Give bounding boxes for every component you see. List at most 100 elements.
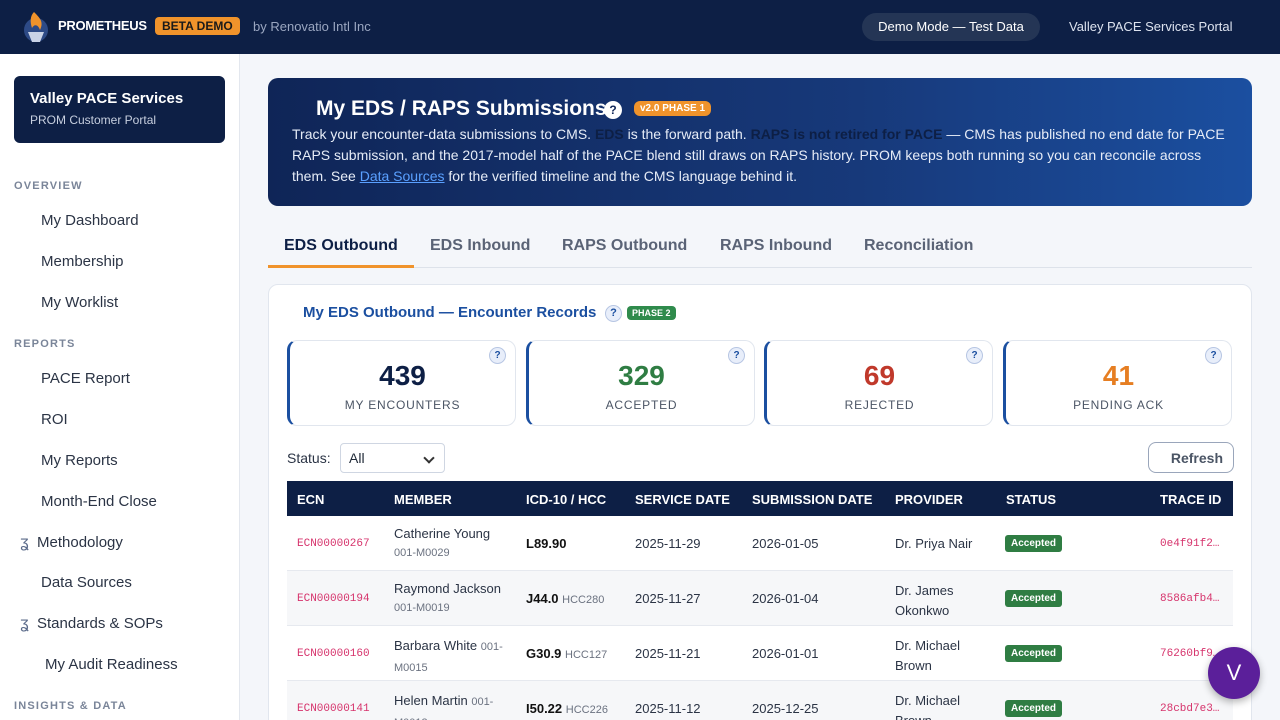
section-overview: OVERVIEW <box>14 180 83 192</box>
icd-cell: G30.9 HCC127 <box>526 646 608 661</box>
stat-help-icon[interactable]: ? <box>489 347 506 364</box>
tab-eds-outbound[interactable]: EDS Outbound <box>284 237 398 254</box>
trace-id-cell[interactable]: 0e4f91f2… <box>1160 538 1220 550</box>
sidebar-item-standards-sops[interactable]: Standards & SOPs <box>37 615 163 632</box>
status-badge: Accepted <box>1005 645 1063 662</box>
col-service-date[interactable]: SERVICE DATE <box>635 492 730 507</box>
org-card[interactable]: Valley PACE Services PROM Customer Porta… <box>14 76 225 143</box>
service-date: 2025-11-12 <box>635 701 701 716</box>
stat-value: 439 <box>379 360 426 391</box>
icd-cell: I50.22 HCC226 <box>526 701 608 716</box>
chevron-down-icon <box>423 452 435 464</box>
table-row[interactable]: ECN00000267 Catherine Young 001-M0029 L8… <box>287 516 1233 571</box>
prometheus-logo-icon <box>24 12 48 42</box>
stat-value: 329 <box>618 360 665 391</box>
trace-id-cell[interactable]: 8586afb4… <box>1160 593 1220 605</box>
stat-value: 41 <box>1102 360 1135 391</box>
tab-raps-outbound[interactable]: RAPS Outbound <box>562 237 688 254</box>
ecn-cell[interactable]: ECN00000141 <box>297 703 370 715</box>
status-badge: Accepted <box>1005 590 1063 607</box>
org-subtitle: PROM Customer Portal <box>30 113 157 127</box>
phase-badge: PHASE 2 <box>627 306 676 320</box>
methodology-icon: ʓ <box>20 534 29 551</box>
col-trace-id[interactable]: TRACE ID <box>1160 492 1222 507</box>
col-provider[interactable]: PROVIDER <box>895 492 963 507</box>
tab-reconciliation[interactable]: Reconciliation <box>864 237 974 254</box>
table-row[interactable]: ECN00000160 Barbara White 001-M0015 G30.… <box>287 626 1233 681</box>
provider-cell: Dr. Michael Brown <box>895 638 961 673</box>
sidebar-item-pace-report[interactable]: PACE Report <box>41 370 130 387</box>
user-avatar-button[interactable]: V <box>1208 647 1260 699</box>
col-ecn[interactable]: ECN <box>297 492 325 507</box>
standards-icon: ʓ <box>20 615 29 632</box>
member-cell: Barbara White 001-M0015 <box>394 638 503 674</box>
table-header: ECN MEMBER ICD-10 / HCC SERVICE DATE SUB… <box>287 481 1233 516</box>
table-row[interactable]: ECN00000141 Helen Martin 001-M0013 I50.2… <box>287 681 1233 720</box>
panel-help-icon[interactable]: ? <box>605 305 622 322</box>
service-date: 2025-11-29 <box>635 536 701 551</box>
sidebar-item-membership[interactable]: Membership <box>41 253 124 270</box>
tab-bar: EDS Outbound EDS Inbound RAPS Outbound R… <box>268 226 1252 268</box>
ecn-cell[interactable]: ECN00000160 <box>297 648 370 660</box>
sidebar-item-data-sources[interactable]: Data Sources <box>41 574 132 591</box>
member-cell: Helen Martin 001-M0013 <box>394 693 494 720</box>
stat-value: 69 <box>863 360 896 391</box>
sidebar-item-methodology[interactable]: Methodology <box>37 534 123 551</box>
stat-label: ACCEPTED <box>605 398 678 412</box>
submission-date: 2026-01-01 <box>752 646 819 661</box>
sidebar-item-month-end-close[interactable]: Month-End Close <box>41 493 157 510</box>
submission-date: 2026-01-05 <box>752 536 819 551</box>
version-badge: v2.0 PHASE 1 <box>634 101 712 116</box>
table-row[interactable]: ECN00000194 Raymond Jackson 001-M0019 J4… <box>287 571 1233 626</box>
trace-id-cell[interactable]: 76260bf9… <box>1160 648 1220 660</box>
col-status[interactable]: STATUS <box>1006 492 1057 507</box>
submission-date: 2025-12-25 <box>752 701 819 716</box>
stat-help-icon[interactable]: ? <box>1205 347 1222 364</box>
col-icd-hcc[interactable]: ICD-10 / HCC <box>526 492 607 507</box>
stat-accepted: 329 ACCEPTED ? <box>526 340 755 426</box>
stat-help-icon[interactable]: ? <box>728 347 745 364</box>
tab-eds-inbound[interactable]: EDS Inbound <box>430 237 531 254</box>
service-date: 2025-11-21 <box>635 646 701 661</box>
top-bar: PROMETHEUS BETA DEMO by Renovatio Intl I… <box>0 0 1280 54</box>
stat-pending-ack: 41 PENDING ACK ? <box>1003 340 1232 426</box>
brand-name: PROMETHEUS <box>58 18 147 33</box>
member-id: 001-M0029 <box>394 547 450 559</box>
status-badge: Accepted <box>1005 535 1063 552</box>
demo-mode-pill[interactable]: Demo Mode — Test Data <box>862 13 1040 41</box>
hero-banner: My EDS / RAPS Submissions ? v2.0 PHASE 1… <box>268 78 1252 206</box>
col-submission-date[interactable]: SUBMISSION DATE <box>752 492 873 507</box>
sidebar-item-my-dashboard[interactable]: My Dashboard <box>41 212 139 229</box>
help-icon[interactable]: ? <box>604 101 622 119</box>
stat-my-encounters: 439 MY ENCOUNTERS ? <box>287 340 516 426</box>
page-title: My EDS / RAPS Submissions <box>316 97 607 120</box>
status-filter-select[interactable]: All <box>340 443 445 473</box>
org-name: Valley PACE Services <box>30 90 184 107</box>
section-reports: REPORTS <box>14 338 76 350</box>
active-tab-indicator <box>268 265 414 268</box>
ecn-cell[interactable]: ECN00000194 <box>297 593 370 605</box>
sidebar: Valley PACE Services PROM Customer Porta… <box>0 54 240 720</box>
data-sources-link[interactable]: Data Sources <box>359 168 445 184</box>
member-id: 001-M0019 <box>394 602 450 614</box>
status-filter-label: Status: <box>287 450 331 466</box>
trace-id-cell[interactable]: 28cbd7e3… <box>1160 703 1220 715</box>
sidebar-item-my-worklist[interactable]: My Worklist <box>41 294 119 311</box>
col-member[interactable]: MEMBER <box>394 492 452 507</box>
stat-help-icon[interactable]: ? <box>966 347 983 364</box>
tab-raps-inbound[interactable]: RAPS Inbound <box>720 237 832 254</box>
sidebar-item-my-audit-readiness[interactable]: My Audit Readiness <box>45 656 178 673</box>
company-byline: by Renovatio Intl Inc <box>253 19 371 34</box>
icd-cell: L89.90 <box>526 536 567 551</box>
provider-cell: Dr. Michael Brown <box>895 693 961 720</box>
sidebar-item-roi[interactable]: ROI <box>41 411 68 428</box>
service-date: 2025-11-27 <box>635 591 701 606</box>
section-insights: INSIGHTS & DATA <box>14 700 127 712</box>
stat-rejected: 69 REJECTED ? <box>764 340 993 426</box>
ecn-cell[interactable]: ECN00000267 <box>297 538 370 550</box>
submission-date: 2026-01-04 <box>752 591 819 606</box>
refresh-button[interactable]: Refresh <box>1148 442 1234 473</box>
stat-label: MY ENCOUNTERS <box>344 398 461 412</box>
portal-name[interactable]: Valley PACE Services Portal <box>1069 19 1233 34</box>
sidebar-item-my-reports[interactable]: My Reports <box>41 452 118 469</box>
